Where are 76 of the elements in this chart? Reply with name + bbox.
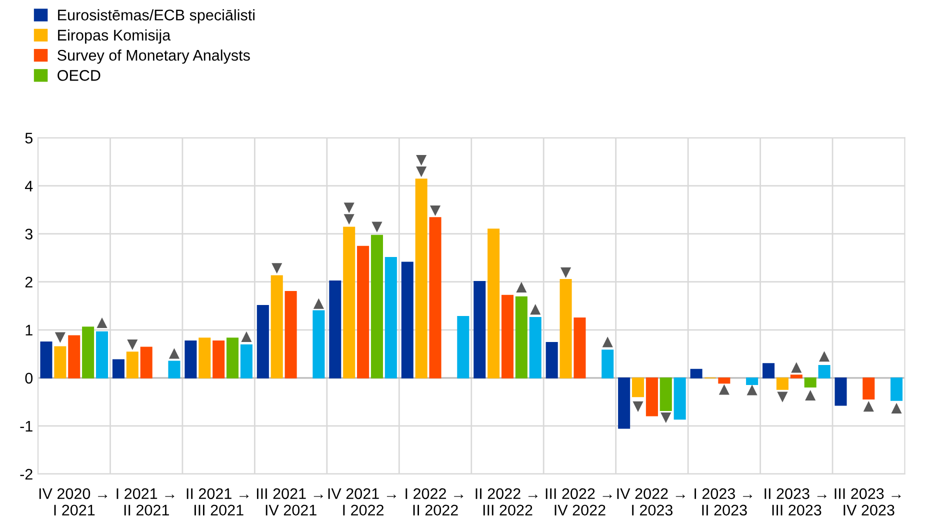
- x-tick-label: III 2022 → IV 2022: [546, 488, 612, 516]
- bar: [501, 294, 514, 378]
- x-tick-label: III 2021 → IV 2021: [256, 488, 323, 516]
- bar: [54, 346, 66, 378]
- bar: [618, 378, 630, 429]
- legend-label: Eiropas Komisija: [58, 29, 171, 44]
- legend-label: Eurosistēmas/ECB speciālisti: [58, 9, 254, 24]
- bar: [212, 340, 225, 378]
- bar: [68, 335, 80, 378]
- bar: [126, 352, 138, 378]
- bar: [488, 228, 500, 378]
- bar: [256, 304, 269, 378]
- y-tick-label: 0: [25, 372, 33, 384]
- bar: [270, 275, 283, 378]
- y-tick-label: -1: [20, 420, 32, 432]
- bar: [560, 279, 572, 378]
- bar: [804, 378, 816, 388]
- bar: [457, 316, 470, 378]
- bar: [690, 368, 702, 378]
- x-tick-label: I 2021 → II 2021: [116, 488, 174, 516]
- bar: [602, 350, 614, 378]
- bar: [312, 310, 325, 378]
- bar: [834, 378, 847, 406]
- bar: [329, 280, 342, 378]
- bar: [632, 378, 644, 398]
- bar: [862, 378, 875, 400]
- bar: [168, 360, 180, 378]
- legend-label: Survey of Monetary Analysts: [58, 50, 250, 64]
- bar: [515, 296, 528, 378]
- bar: [890, 378, 903, 401]
- bar: [40, 341, 52, 378]
- bar: [384, 256, 397, 378]
- y-tick-label: 1: [26, 324, 32, 336]
- bar: [529, 316, 542, 378]
- bar: [718, 378, 730, 384]
- x-tick-label: IV 2020 → I 2021: [39, 488, 108, 516]
- bar: [646, 378, 658, 416]
- bar: [818, 365, 830, 378]
- bar: [574, 317, 586, 378]
- y-tick-label: 5: [25, 132, 33, 144]
- bar: [415, 178, 428, 378]
- bar: [660, 378, 672, 411]
- bar: [96, 331, 108, 378]
- bar: [140, 346, 152, 378]
- bar: [198, 338, 211, 378]
- x-tick-label: II 2022 → III 2022: [476, 488, 538, 516]
- x-tick-label: IV 2022 → I 2023: [617, 488, 685, 516]
- y-tick-label: 3: [25, 228, 32, 240]
- bar: [790, 374, 802, 378]
- bar: [776, 378, 788, 390]
- bar: [284, 291, 297, 378]
- bar: [546, 342, 558, 378]
- bar: [429, 217, 442, 378]
- bar: [240, 344, 252, 378]
- bar: [401, 262, 414, 378]
- x-tick-label: IV 2021 → I 2022: [328, 488, 396, 516]
- x-tick-label: II 2021 → III 2021: [186, 488, 249, 516]
- bar: [370, 234, 383, 378]
- x-tick-label: III 2023 → IV 2023: [834, 488, 901, 516]
- y-tick-label: 4: [25, 180, 33, 192]
- bar: [226, 338, 239, 378]
- bar: [474, 280, 486, 378]
- legend-label: OECD: [58, 70, 100, 81]
- x-tick-label: II 2023 → III 2023: [764, 488, 826, 516]
- bar: [357, 246, 370, 378]
- bar: [184, 340, 197, 378]
- bar: [343, 226, 356, 378]
- x-tick-label: I 2022 → II 2022: [406, 488, 464, 516]
- bar: [82, 326, 94, 378]
- x-tick-label: I 2023 → II 2023: [694, 488, 752, 516]
- bar: [762, 363, 775, 378]
- bar: [112, 359, 124, 378]
- bar: [674, 378, 686, 420]
- bar: [746, 378, 758, 386]
- y-tick-label: 2: [25, 276, 32, 288]
- y-tick-label: -2: [20, 468, 32, 480]
